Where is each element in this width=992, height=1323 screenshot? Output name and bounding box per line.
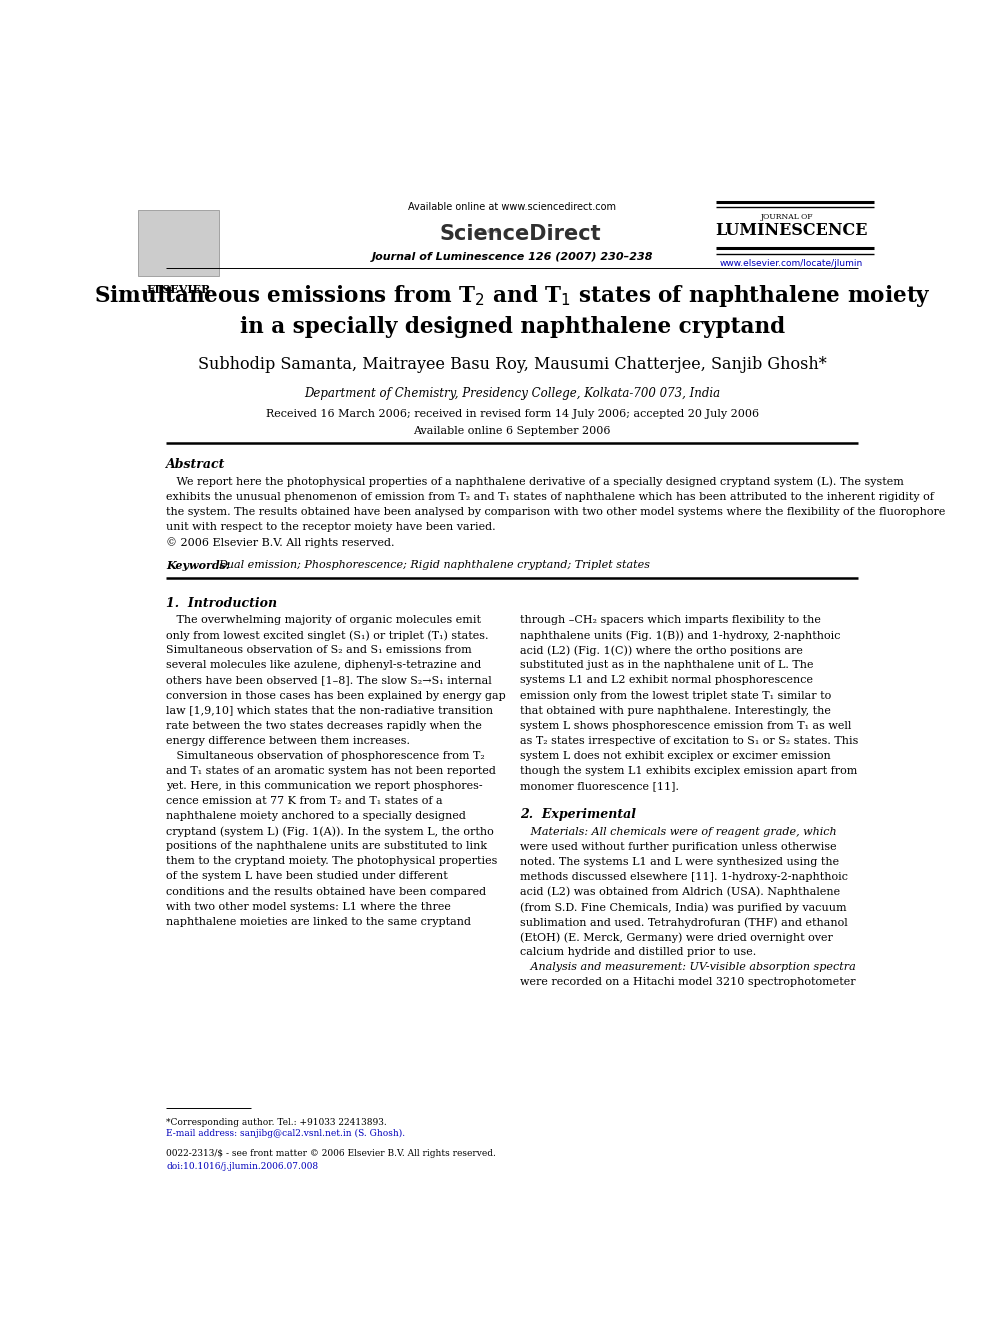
Text: conditions and the results obtained have been compared: conditions and the results obtained have…	[167, 886, 486, 897]
Text: © 2006 Elsevier B.V. All rights reserved.: © 2006 Elsevier B.V. All rights reserved…	[167, 537, 395, 548]
Text: E-mail address: sanjibg@cal2.vsnl.net.in (S. Ghosh).: E-mail address: sanjibg@cal2.vsnl.net.in…	[167, 1129, 406, 1138]
Text: conversion in those cases has been explained by energy gap: conversion in those cases has been expla…	[167, 691, 506, 700]
Text: with two other model systems: L1 where the three: with two other model systems: L1 where t…	[167, 901, 451, 912]
Text: exhibits the unusual phenomenon of emission from T₂ and T₁ states of naphthalene: exhibits the unusual phenomenon of emiss…	[167, 492, 934, 501]
Text: calcium hydride and distilled prior to use.: calcium hydride and distilled prior to u…	[520, 947, 756, 958]
Text: acid (L2) (Fig. 1(C)) where the ortho positions are: acid (L2) (Fig. 1(C)) where the ortho po…	[520, 646, 803, 656]
Text: 2.  Experimental: 2. Experimental	[520, 808, 636, 822]
Text: •••: •••	[478, 226, 500, 239]
Text: through –CH₂ spacers which imparts flexibility to the: through –CH₂ spacers which imparts flexi…	[520, 615, 820, 626]
Text: others have been observed [1–8]. The slow S₂→S₁ internal: others have been observed [1–8]. The slo…	[167, 676, 492, 685]
Text: unit with respect to the receptor moiety have been varied.: unit with respect to the receptor moiety…	[167, 521, 496, 532]
Text: methods discussed elsewhere [11]. 1-hydroxy-2-naphthoic: methods discussed elsewhere [11]. 1-hydr…	[520, 872, 848, 882]
Text: Simultaneous observation of S₂ and S₁ emissions from: Simultaneous observation of S₂ and S₁ em…	[167, 646, 472, 655]
Text: JOURNAL OF: JOURNAL OF	[761, 213, 813, 221]
Text: 0022-2313/$ - see front matter © 2006 Elsevier B.V. All rights reserved.: 0022-2313/$ - see front matter © 2006 El…	[167, 1148, 496, 1158]
Text: ScienceDirect: ScienceDirect	[439, 224, 601, 243]
Text: Abstract: Abstract	[167, 458, 225, 471]
Bar	[138, 209, 218, 277]
Text: noted. The systems L1 and L were synthesized using the: noted. The systems L1 and L were synthes…	[520, 857, 839, 867]
Text: cryptand (system L) (Fig. 1(A)). In the system L, the ortho: cryptand (system L) (Fig. 1(A)). In the …	[167, 827, 494, 836]
Text: law [1,9,10] which states that the non-radiative transition: law [1,9,10] which states that the non-r…	[167, 705, 493, 716]
Text: monomer fluorescence [11].: monomer fluorescence [11].	[520, 781, 679, 791]
Text: systems L1 and L2 exhibit normal phosphorescence: systems L1 and L2 exhibit normal phospho…	[520, 676, 812, 685]
Text: ELSEVIER: ELSEVIER	[146, 284, 210, 295]
Text: LUMINESCENCE: LUMINESCENCE	[715, 222, 868, 239]
Text: only from lowest excited singlet (S₁) or triplet (T₁) states.: only from lowest excited singlet (S₁) or…	[167, 630, 489, 640]
Text: were used without further purification unless otherwise: were used without further purification u…	[520, 841, 836, 852]
Text: Keywords:: Keywords:	[167, 560, 230, 572]
Text: Available online at www.sciencedirect.com: Available online at www.sciencedirect.co…	[409, 201, 616, 212]
Text: Received 16 March 2006; received in revised form 14 July 2006; accepted 20 July : Received 16 March 2006; received in revi…	[266, 409, 759, 419]
Text: were recorded on a Hitachi model 3210 spectrophotometer: were recorded on a Hitachi model 3210 sp…	[520, 978, 855, 987]
Text: of the system L have been studied under different: of the system L have been studied under …	[167, 872, 448, 881]
Text: the system. The results obtained have been analysed by comparison with two other: the system. The results obtained have be…	[167, 507, 945, 517]
Text: in a specially designed naphthalene cryptand: in a specially designed naphthalene cryp…	[240, 316, 785, 337]
Text: cence emission at 77 K from T₂ and T₁ states of a: cence emission at 77 K from T₂ and T₁ st…	[167, 796, 442, 806]
Text: system L does not exhibit exciplex or excimer emission: system L does not exhibit exciplex or ex…	[520, 751, 830, 761]
Text: www.elsevier.com/locate/jlumin: www.elsevier.com/locate/jlumin	[719, 258, 863, 267]
Text: naphthalene units (Fig. 1(B)) and 1-hydroxy, 2-naphthoic: naphthalene units (Fig. 1(B)) and 1-hydr…	[520, 630, 840, 640]
Text: system L shows phosphorescence emission from T₁ as well: system L shows phosphorescence emission …	[520, 721, 851, 730]
Text: as T₂ states irrespective of excitation to S₁ or S₂ states. This: as T₂ states irrespective of excitation …	[520, 736, 858, 746]
Text: Department of Chemistry, Presidency College, Kolkata-700 073, India: Department of Chemistry, Presidency Coll…	[305, 386, 720, 400]
Text: emission only from the lowest triplet state T₁ similar to: emission only from the lowest triplet st…	[520, 691, 831, 700]
Text: We report here the photophysical properties of a naphthalene derivative of a spe: We report here the photophysical propert…	[167, 476, 904, 487]
Text: Subhodip Samanta, Maitrayee Basu Roy, Mausumi Chatterjee, Sanjib Ghosh*: Subhodip Samanta, Maitrayee Basu Roy, Ma…	[197, 356, 826, 373]
Text: Available online 6 September 2006: Available online 6 September 2006	[414, 426, 611, 435]
Text: acid (L2) was obtained from Aldrich (USA). Naphthalene: acid (L2) was obtained from Aldrich (USA…	[520, 886, 840, 897]
Text: naphthalene moiety anchored to a specially designed: naphthalene moiety anchored to a special…	[167, 811, 466, 822]
Text: Simultaneous emissions from T$_2$ and T$_1$ states of naphthalene moiety: Simultaneous emissions from T$_2$ and T$…	[94, 283, 930, 310]
Text: 1.  Introduction: 1. Introduction	[167, 597, 278, 610]
Text: energy difference between them increases.: energy difference between them increases…	[167, 736, 411, 746]
Text: sublimation and used. Tetrahydrofuran (THF) and ethanol: sublimation and used. Tetrahydrofuran (T…	[520, 917, 848, 927]
Text: (EtOH) (E. Merck, Germany) were dried overnight over: (EtOH) (E. Merck, Germany) were dried ov…	[520, 933, 833, 943]
Text: positions of the naphthalene units are substituted to link: positions of the naphthalene units are s…	[167, 841, 487, 851]
Text: and T₁ states of an aromatic system has not been reported: and T₁ states of an aromatic system has …	[167, 766, 496, 775]
Text: rate between the two states decreases rapidly when the: rate between the two states decreases ra…	[167, 721, 482, 730]
Text: Journal of Luminescence 126 (2007) 230–238: Journal of Luminescence 126 (2007) 230–2…	[371, 253, 653, 262]
Text: Analysis and measurement: UV-visible absorption spectra: Analysis and measurement: UV-visible abs…	[520, 962, 856, 972]
Text: that obtained with pure naphthalene. Interestingly, the: that obtained with pure naphthalene. Int…	[520, 705, 831, 716]
Text: *Corresponding author. Tel.: +91033 22413893.: *Corresponding author. Tel.: +91033 2241…	[167, 1118, 387, 1127]
Text: yet. Here, in this communication we report phosphores-: yet. Here, in this communication we repo…	[167, 781, 483, 791]
Text: them to the cryptand moiety. The photophysical properties: them to the cryptand moiety. The photoph…	[167, 856, 498, 867]
Text: Simultaneous observation of phosphorescence from T₂: Simultaneous observation of phosphoresce…	[167, 751, 485, 761]
Text: (from S.D. Fine Chemicals, India) was purified by vacuum: (from S.D. Fine Chemicals, India) was pu…	[520, 902, 846, 913]
Text: though the system L1 exhibits exciplex emission apart from: though the system L1 exhibits exciplex e…	[520, 766, 857, 775]
Text: naphthalene moieties are linked to the same cryptand: naphthalene moieties are linked to the s…	[167, 917, 471, 926]
Text: The overwhelming majority of organic molecules emit: The overwhelming majority of organic mol…	[167, 615, 481, 626]
Text: doi:10.1016/j.jlumin.2006.07.008: doi:10.1016/j.jlumin.2006.07.008	[167, 1162, 318, 1171]
Text: substituted just as in the naphthalene unit of L. The: substituted just as in the naphthalene u…	[520, 660, 813, 671]
Text: Dual emission; Phosphorescence; Rigid naphthalene cryptand; Triplet states: Dual emission; Phosphorescence; Rigid na…	[218, 560, 651, 570]
Text: Materials: All chemicals were of reagent grade, which: Materials: All chemicals were of reagent…	[520, 827, 836, 836]
Text: several molecules like azulene, diphenyl-s-tetrazine and: several molecules like azulene, diphenyl…	[167, 660, 481, 671]
